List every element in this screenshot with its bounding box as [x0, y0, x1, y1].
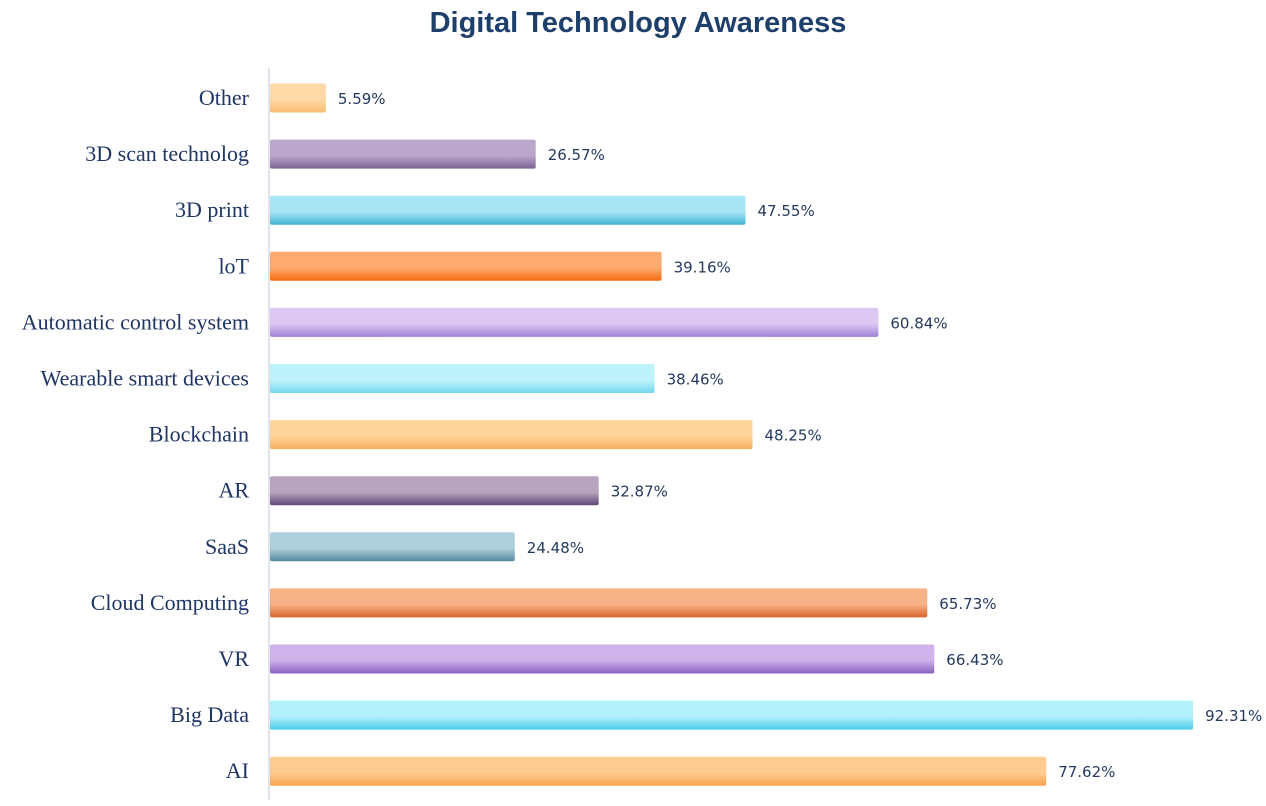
category-label-big-data: Big Data	[170, 702, 249, 727]
category-label-ai: AI	[226, 758, 249, 783]
value-label-automatic-control-system: 60.84%	[890, 314, 947, 332]
bar-wearable-smart-devices	[270, 364, 655, 393]
bar-blockchain	[270, 420, 753, 450]
bar-automatic-control-system	[270, 307, 879, 337]
value-label-other: 5.59%	[338, 90, 386, 108]
value-label-ai: 77.62%	[1058, 763, 1115, 781]
category-label-lot: loT	[218, 253, 249, 278]
bar-big-data	[270, 700, 1194, 730]
category-label-wearable-smart-devices: Wearable smart devices	[41, 366, 249, 391]
value-label-saas: 24.48%	[527, 539, 584, 557]
category-label-blockchain: Blockchain	[149, 422, 249, 447]
value-label-lot: 39.16%	[674, 258, 731, 276]
chart-title: Digital Technology Awareness	[430, 7, 847, 39]
bar-lot	[270, 251, 662, 281]
bar-ai	[270, 756, 1047, 786]
bar-3d-scan-technolog	[270, 139, 536, 169]
value-label-blockchain: 48.25%	[765, 427, 822, 445]
category-label-other: Other	[199, 85, 250, 110]
bar-vr	[270, 644, 935, 674]
value-label-3d-scan-technolog: 26.57%	[548, 146, 605, 164]
category-label-3d-scan-technolog: 3D scan technolog	[85, 141, 249, 166]
category-label-ar: AR	[218, 478, 249, 503]
value-label-wearable-smart-devices: 38.46%	[667, 371, 724, 389]
category-label-cloud-computing: Cloud Computing	[91, 590, 249, 615]
category-label-saas: SaaS	[205, 534, 249, 559]
value-label-cloud-computing: 65.73%	[939, 595, 996, 613]
bar-ar	[270, 476, 599, 506]
value-label-vr: 66.43%	[946, 651, 1003, 669]
value-label-ar: 32.87%	[611, 483, 668, 501]
bar-cloud-computing	[270, 588, 928, 618]
bar-other	[270, 83, 326, 113]
value-label-big-data: 92.31%	[1205, 707, 1262, 725]
bar-3d-print	[270, 195, 746, 225]
category-label-vr: VR	[218, 646, 249, 671]
bar-saas	[270, 532, 515, 562]
value-label-3d-print: 47.55%	[758, 202, 815, 220]
bars-layer: Other 5.59% 3D scan technolog 26.57% 3D prin…	[22, 83, 1262, 786]
category-label-3d-print: 3D print	[175, 197, 249, 222]
category-label-automatic-control-system: Automatic control system	[22, 309, 249, 334]
